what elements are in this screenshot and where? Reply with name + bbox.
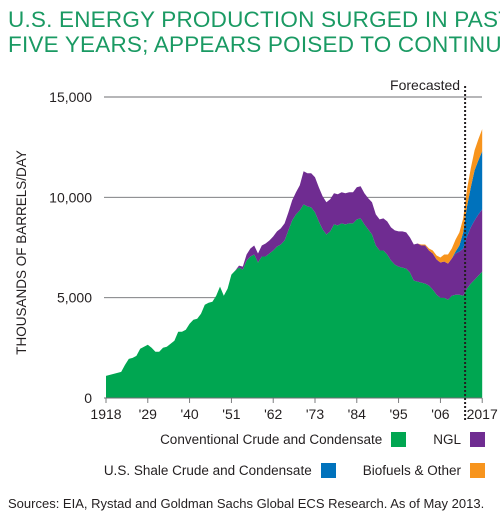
- legend-swatch-shale: [320, 463, 336, 478]
- y-axis-label: THOUSANDS OF BARRELS/DAY: [14, 150, 29, 355]
- legend-label-ngl: NGL: [433, 432, 461, 447]
- chart-title-line-1: U.S. ENERGY PRODUCTION SURGED IN PAST: [8, 7, 500, 32]
- chart-title-line-2: FIVE YEARS; APPEARS POISED TO CONTINUE: [8, 32, 500, 57]
- legend-swatch-biofuels: [470, 463, 485, 478]
- chart-title: U.S. ENERGY PRODUCTION SURGED IN PAST FI…: [8, 7, 500, 57]
- y-tick-label-3: 15,000: [49, 89, 92, 105]
- forecast-label: Forecasted: [390, 77, 460, 93]
- legend-row-1: Conventional Crude and Condensate NGL: [160, 432, 485, 447]
- x-tick-label-7: '95: [389, 406, 407, 422]
- legend-item-biofuels: Biofuels & Other: [363, 463, 485, 478]
- x-tick-label-3: '51: [222, 406, 240, 422]
- legend-row-2: U.S. Shale Crude and Condensate Biofuels…: [104, 463, 485, 478]
- legend-item-shale: U.S. Shale Crude and Condensate: [104, 463, 336, 478]
- series-area-1: [106, 171, 483, 376]
- x-tick-label-9: 2017: [467, 406, 498, 422]
- y-tick-label-1: 5,000: [57, 290, 92, 306]
- series-area-0: [106, 204, 483, 398]
- y-tick-label-0: 0: [84, 390, 92, 406]
- legend-item-ngl: NGL: [433, 432, 485, 447]
- x-tick-label-6: '84: [348, 406, 366, 422]
- x-tick-label-0: 1918: [90, 406, 121, 422]
- x-tick-label-5: '73: [306, 406, 324, 422]
- x-tick-label-8: '06: [431, 406, 449, 422]
- legend-item-conventional: Conventional Crude and Condensate: [160, 432, 407, 447]
- source-note: Sources: EIA, Rystad and Goldman Sachs G…: [8, 496, 485, 511]
- y-tick-label-2: 10,000: [49, 189, 92, 205]
- legend-swatch-conventional: [391, 432, 407, 447]
- legend-label-conventional: Conventional Crude and Condensate: [160, 432, 383, 447]
- x-tick-label-2: '40: [180, 406, 198, 422]
- x-tick-label-4: '62: [264, 406, 282, 422]
- legend-label-biofuels: Biofuels & Other: [362, 463, 461, 478]
- x-tick-label-1: '29: [139, 406, 157, 422]
- legend-swatch-ngl: [470, 432, 485, 447]
- legend-label-shale: U.S. Shale Crude and Condensate: [103, 463, 312, 478]
